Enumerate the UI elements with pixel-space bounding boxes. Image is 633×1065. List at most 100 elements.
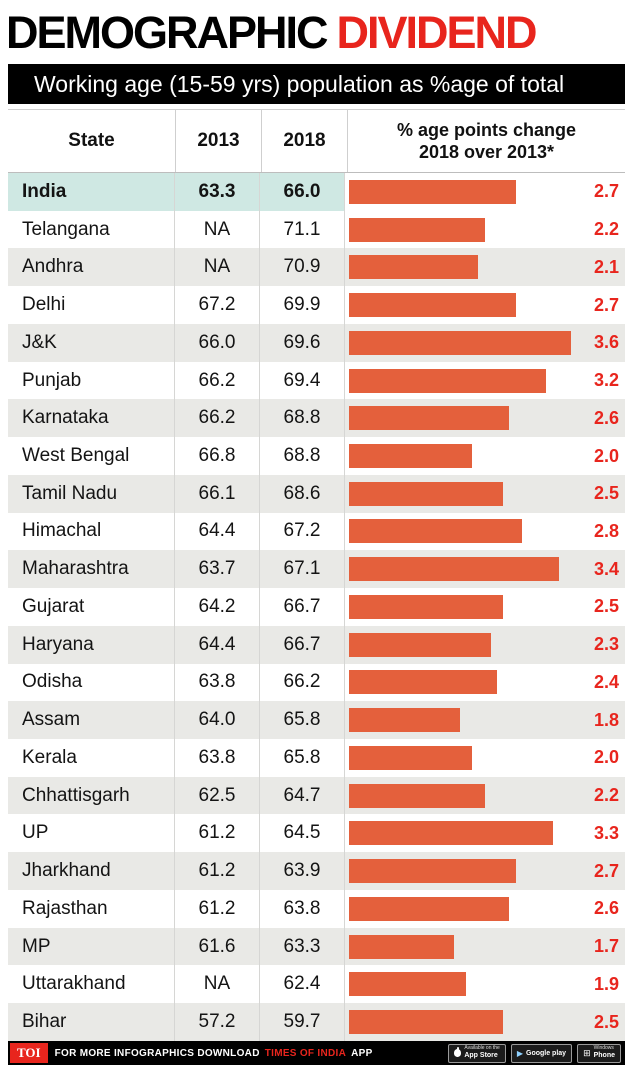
- subtitle-bar: Working age (15-59 yrs) population as %a…: [8, 64, 625, 104]
- change-value: 2.5: [593, 1011, 619, 1032]
- change-bar: [349, 293, 516, 318]
- value-2013-cell: 64.0: [175, 701, 260, 740]
- app-store-badge: Available on the App Store: [448, 1043, 506, 1063]
- table-row: Assam 64.0 65.8 1.8: [8, 701, 625, 740]
- change-value: 2.0: [593, 747, 619, 768]
- change-cell: 3.2: [345, 362, 625, 400]
- change-cell: 1.7: [345, 928, 625, 966]
- change-cell: 2.5: [345, 475, 625, 513]
- change-bar: [349, 632, 491, 657]
- table-row: Punjab 66.2 69.4 3.2: [8, 361, 625, 400]
- bar-track: [349, 859, 571, 884]
- value-2018-cell: 66.7: [260, 588, 345, 626]
- table-row: Karnataka 66.2 68.8 2.6: [8, 399, 625, 438]
- value-2013-cell: 57.2: [175, 1003, 260, 1041]
- table-row: UP 61.2 64.5 3.3: [8, 814, 625, 853]
- change-value: 2.5: [593, 596, 619, 617]
- change-value: 2.4: [593, 671, 619, 692]
- table-row: Andhra NA 70.9 2.1: [8, 248, 625, 287]
- bar-track: [349, 745, 571, 770]
- header-change-line1: % age points change: [396, 119, 577, 140]
- change-value: 3.3: [593, 822, 619, 843]
- bar-track: [349, 519, 571, 544]
- change-cell: 2.6: [345, 890, 625, 928]
- footer-text: FOR MORE INFOGRAPHICS DOWNLOAD TIMES OF …: [55, 1048, 373, 1059]
- table-row: Delhi 67.2 69.9 2.7: [8, 286, 625, 324]
- toi-logo: TOI: [10, 1043, 48, 1063]
- change-bar: [349, 330, 571, 355]
- change-value: 2.0: [593, 445, 619, 466]
- value-2018-cell: 64.5: [260, 814, 345, 853]
- bar-track: [349, 594, 571, 619]
- table-row: Bihar 57.2 59.7 2.5: [8, 1003, 625, 1041]
- table-row: Jharkhand 61.2 63.9 2.7: [8, 852, 625, 890]
- change-bar: [349, 368, 547, 393]
- value-2013-cell: 66.2: [175, 361, 260, 400]
- app-store-line2: App Store: [464, 1051, 498, 1059]
- value-2013-cell: 61.2: [175, 852, 260, 890]
- change-value: 3.2: [593, 370, 619, 391]
- change-value: 2.6: [593, 407, 619, 428]
- value-2013-cell: 66.8: [175, 437, 260, 475]
- state-cell: Tamil Nadu: [8, 474, 175, 513]
- change-value: 1.7: [593, 936, 619, 957]
- change-cell: 2.3: [345, 626, 625, 664]
- change-value: 2.7: [593, 860, 619, 881]
- value-2013-cell: 61.2: [175, 814, 260, 853]
- change-bar: [349, 859, 516, 884]
- value-2018-cell: 63.9: [260, 852, 345, 890]
- state-cell: Andhra: [8, 248, 175, 287]
- bar-track: [349, 330, 571, 355]
- change-bar: [349, 481, 504, 506]
- table-row: Tamil Nadu 66.1 68.6 2.5: [8, 474, 625, 513]
- value-2013-cell: 63.7: [175, 550, 260, 589]
- change-cell: 3.3: [345, 814, 625, 852]
- table-row: West Bengal 66.8 68.8 2.0: [8, 437, 625, 475]
- header-state: State: [8, 110, 176, 172]
- header-2013: 2013: [176, 110, 262, 172]
- table-row: India 63.3 66.0 2.7: [8, 173, 625, 211]
- state-cell: Delhi: [8, 286, 175, 324]
- header-change: % age points change 2018 over 2013*: [348, 110, 625, 172]
- state-cell: Odisha: [8, 663, 175, 702]
- change-bar: [349, 783, 485, 808]
- value-2013-cell: NA: [175, 965, 260, 1004]
- change-value: 2.8: [593, 520, 619, 541]
- value-2013-cell: 62.5: [175, 776, 260, 815]
- bar-track: [349, 821, 571, 846]
- value-2013-cell: 66.2: [175, 399, 260, 438]
- change-bar: [349, 1010, 504, 1035]
- windows-icon: ⊞: [583, 1047, 591, 1058]
- value-2018-cell: 66.2: [260, 663, 345, 702]
- change-cell: 2.7: [345, 852, 625, 890]
- table-row: Chhattisgarh 62.5 64.7 2.2: [8, 776, 625, 815]
- value-2018-cell: 68.8: [260, 399, 345, 438]
- change-value: 3.4: [593, 558, 619, 579]
- google-play-badge: ▶ Google play: [510, 1043, 573, 1063]
- bar-track: [349, 368, 571, 393]
- change-cell: 2.0: [345, 437, 625, 475]
- change-bar: [349, 406, 510, 431]
- change-cell: 2.0: [345, 739, 625, 777]
- header-2018: 2018: [262, 110, 348, 172]
- store-badges: Available on the App Store ▶ Google play…: [448, 1043, 625, 1063]
- bar-track: [349, 896, 571, 921]
- change-bar: [349, 217, 485, 242]
- change-cell: 1.9: [345, 965, 625, 1003]
- value-2018-cell: 66.7: [260, 625, 345, 664]
- change-value: 2.3: [593, 634, 619, 655]
- value-2013-cell: NA: [175, 210, 260, 249]
- table-row: MP 61.6 63.3 1.7: [8, 927, 625, 966]
- state-cell: Karnataka: [8, 399, 175, 438]
- change-value: 1.9: [593, 973, 619, 994]
- table-row: Haryana 64.4 66.7 2.3: [8, 625, 625, 664]
- change-cell: 2.5: [345, 1003, 625, 1041]
- change-bar: [349, 179, 516, 204]
- value-2013-cell: 64.2: [175, 588, 260, 626]
- change-value: 2.2: [593, 219, 619, 240]
- value-2018-cell: 69.6: [260, 323, 345, 362]
- bar-track: [349, 255, 571, 280]
- table-header: State 2013 2018 % age points change 2018…: [8, 109, 625, 173]
- subtitle-text: Working age (15-59 yrs) population as %a…: [34, 70, 565, 97]
- state-cell: UP: [8, 814, 175, 853]
